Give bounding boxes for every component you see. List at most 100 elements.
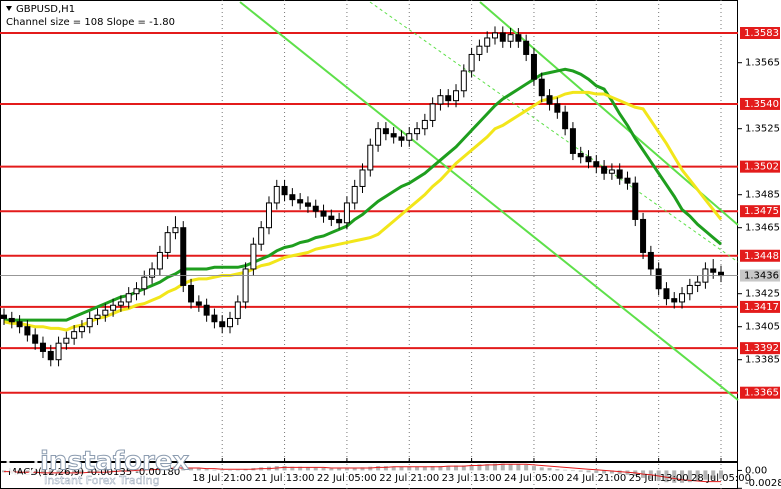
macd-bar bbox=[290, 466, 295, 471]
candle-body bbox=[375, 128, 382, 146]
macd-bar bbox=[500, 463, 505, 471]
macd-bar bbox=[17, 470, 22, 473]
candle-body bbox=[32, 334, 39, 344]
macd-bar bbox=[547, 467, 552, 471]
candle-body bbox=[211, 314, 218, 323]
candle-body bbox=[468, 53, 475, 72]
macd-bar bbox=[228, 470, 233, 471]
macd-bar bbox=[719, 470, 723, 479]
candle-body bbox=[476, 45, 483, 55]
level-label: 1.3365 bbox=[744, 388, 779, 399]
brand-logo: instaforex Instant Forex Trading bbox=[6, 446, 190, 487]
y-tick-label: 1.3525 bbox=[745, 124, 780, 135]
candle-body bbox=[671, 298, 678, 303]
x-tick-label: 22 Jul 05:00 bbox=[317, 473, 377, 484]
axis: 1.3565 1.3525 1.3485 1.3465 1.3425 1.3405 1.33… bbox=[192, 27, 781, 489]
macd-bar bbox=[438, 466, 443, 471]
macd-bar bbox=[220, 470, 225, 471]
macd-title: MACD(12,26,9) -0.00135 -0.00180 bbox=[8, 467, 180, 478]
macd-bar bbox=[485, 464, 490, 471]
current-price-label: 1.3436 bbox=[744, 271, 779, 282]
candle-body bbox=[710, 268, 717, 273]
macd-bar bbox=[454, 465, 459, 471]
candle-body bbox=[304, 202, 311, 207]
macd-bar bbox=[282, 466, 287, 471]
candle-body bbox=[78, 326, 85, 333]
macd-bar bbox=[111, 470, 116, 471]
candle-body bbox=[110, 304, 117, 311]
candle-body bbox=[265, 202, 272, 229]
y-tick-label: 1.3485 bbox=[745, 190, 780, 201]
macd-bar bbox=[586, 470, 591, 473]
macd-bar bbox=[539, 467, 544, 471]
macd-bar bbox=[204, 469, 209, 471]
candle-body bbox=[632, 182, 639, 220]
candle-body bbox=[398, 136, 405, 141]
macd-bar bbox=[298, 466, 303, 471]
candle-body bbox=[125, 293, 132, 303]
candle-body bbox=[24, 326, 31, 336]
macd-bar bbox=[126, 469, 131, 471]
macd-bar bbox=[594, 470, 599, 473]
candle-body bbox=[367, 144, 374, 171]
level-label: 1.3583 bbox=[744, 28, 779, 39]
candle-body bbox=[250, 243, 257, 270]
candle-body bbox=[156, 251, 163, 270]
macd-bar bbox=[391, 466, 396, 471]
candle-body bbox=[1, 314, 7, 319]
candle-body bbox=[484, 37, 491, 47]
macd-bar bbox=[492, 463, 497, 471]
level-label: 1.3392 bbox=[744, 343, 779, 354]
candle-body bbox=[569, 128, 576, 154]
macd-bar bbox=[703, 470, 708, 480]
macd-bar bbox=[352, 467, 357, 471]
candle-body bbox=[336, 218, 343, 224]
y-tick-label: 1.3405 bbox=[745, 322, 780, 333]
candle-body bbox=[530, 53, 537, 80]
candle-body bbox=[546, 95, 553, 105]
macd-bar bbox=[617, 470, 622, 475]
macd-bar bbox=[399, 466, 404, 471]
level-label: 1.3502 bbox=[744, 162, 779, 173]
macd-bar bbox=[79, 470, 84, 473]
price-pane-frame bbox=[0, 0, 738, 462]
moving-average bbox=[3, 90, 723, 332]
candle-body bbox=[421, 119, 428, 130]
x-tick-label: 23 Jul 13:00 bbox=[442, 473, 502, 484]
macd-bar bbox=[711, 470, 716, 480]
y-tick-label: 1.3565 bbox=[745, 58, 780, 69]
macd-bar bbox=[150, 467, 155, 471]
candle-body bbox=[640, 218, 647, 253]
x-tick-label: 25 Jul 13:00 bbox=[629, 473, 689, 484]
macd-bar bbox=[695, 470, 700, 481]
candle-body bbox=[94, 314, 101, 319]
macd-bar bbox=[25, 470, 30, 473]
macd-bar bbox=[555, 469, 560, 471]
chart-subtitle: Channel size = 108 Slope = -1.80 bbox=[6, 17, 175, 28]
candle-body bbox=[554, 103, 561, 113]
candle-body bbox=[172, 227, 179, 234]
x-tick-label: 24 Jul 05:00 bbox=[504, 473, 564, 484]
macd-bar bbox=[235, 469, 240, 471]
macd-bar bbox=[578, 470, 583, 472]
candle-body bbox=[102, 309, 109, 316]
candle-body bbox=[71, 331, 78, 339]
level-label-box bbox=[740, 205, 780, 218]
level-label: 1.3540 bbox=[744, 99, 779, 110]
macd-bar bbox=[344, 468, 349, 471]
candle-body bbox=[515, 34, 522, 42]
macd-y-tick-label: -0.00289 bbox=[745, 478, 781, 489]
macd-bar bbox=[469, 464, 474, 471]
macd-bar bbox=[337, 468, 342, 471]
chart-title: GBPUSD,H1 bbox=[16, 4, 75, 15]
macd-bar bbox=[430, 466, 435, 471]
brand-tagline: Instant Forex Trading bbox=[44, 474, 160, 487]
x-tick-label: 21 Jul 13:00 bbox=[255, 473, 315, 484]
level-label-box bbox=[740, 249, 780, 262]
candle-body bbox=[258, 227, 265, 245]
candle-body bbox=[180, 227, 187, 286]
candle-body bbox=[117, 301, 124, 306]
macd-bar bbox=[477, 464, 482, 471]
candle-body bbox=[616, 169, 623, 179]
level-label-box bbox=[740, 342, 780, 355]
